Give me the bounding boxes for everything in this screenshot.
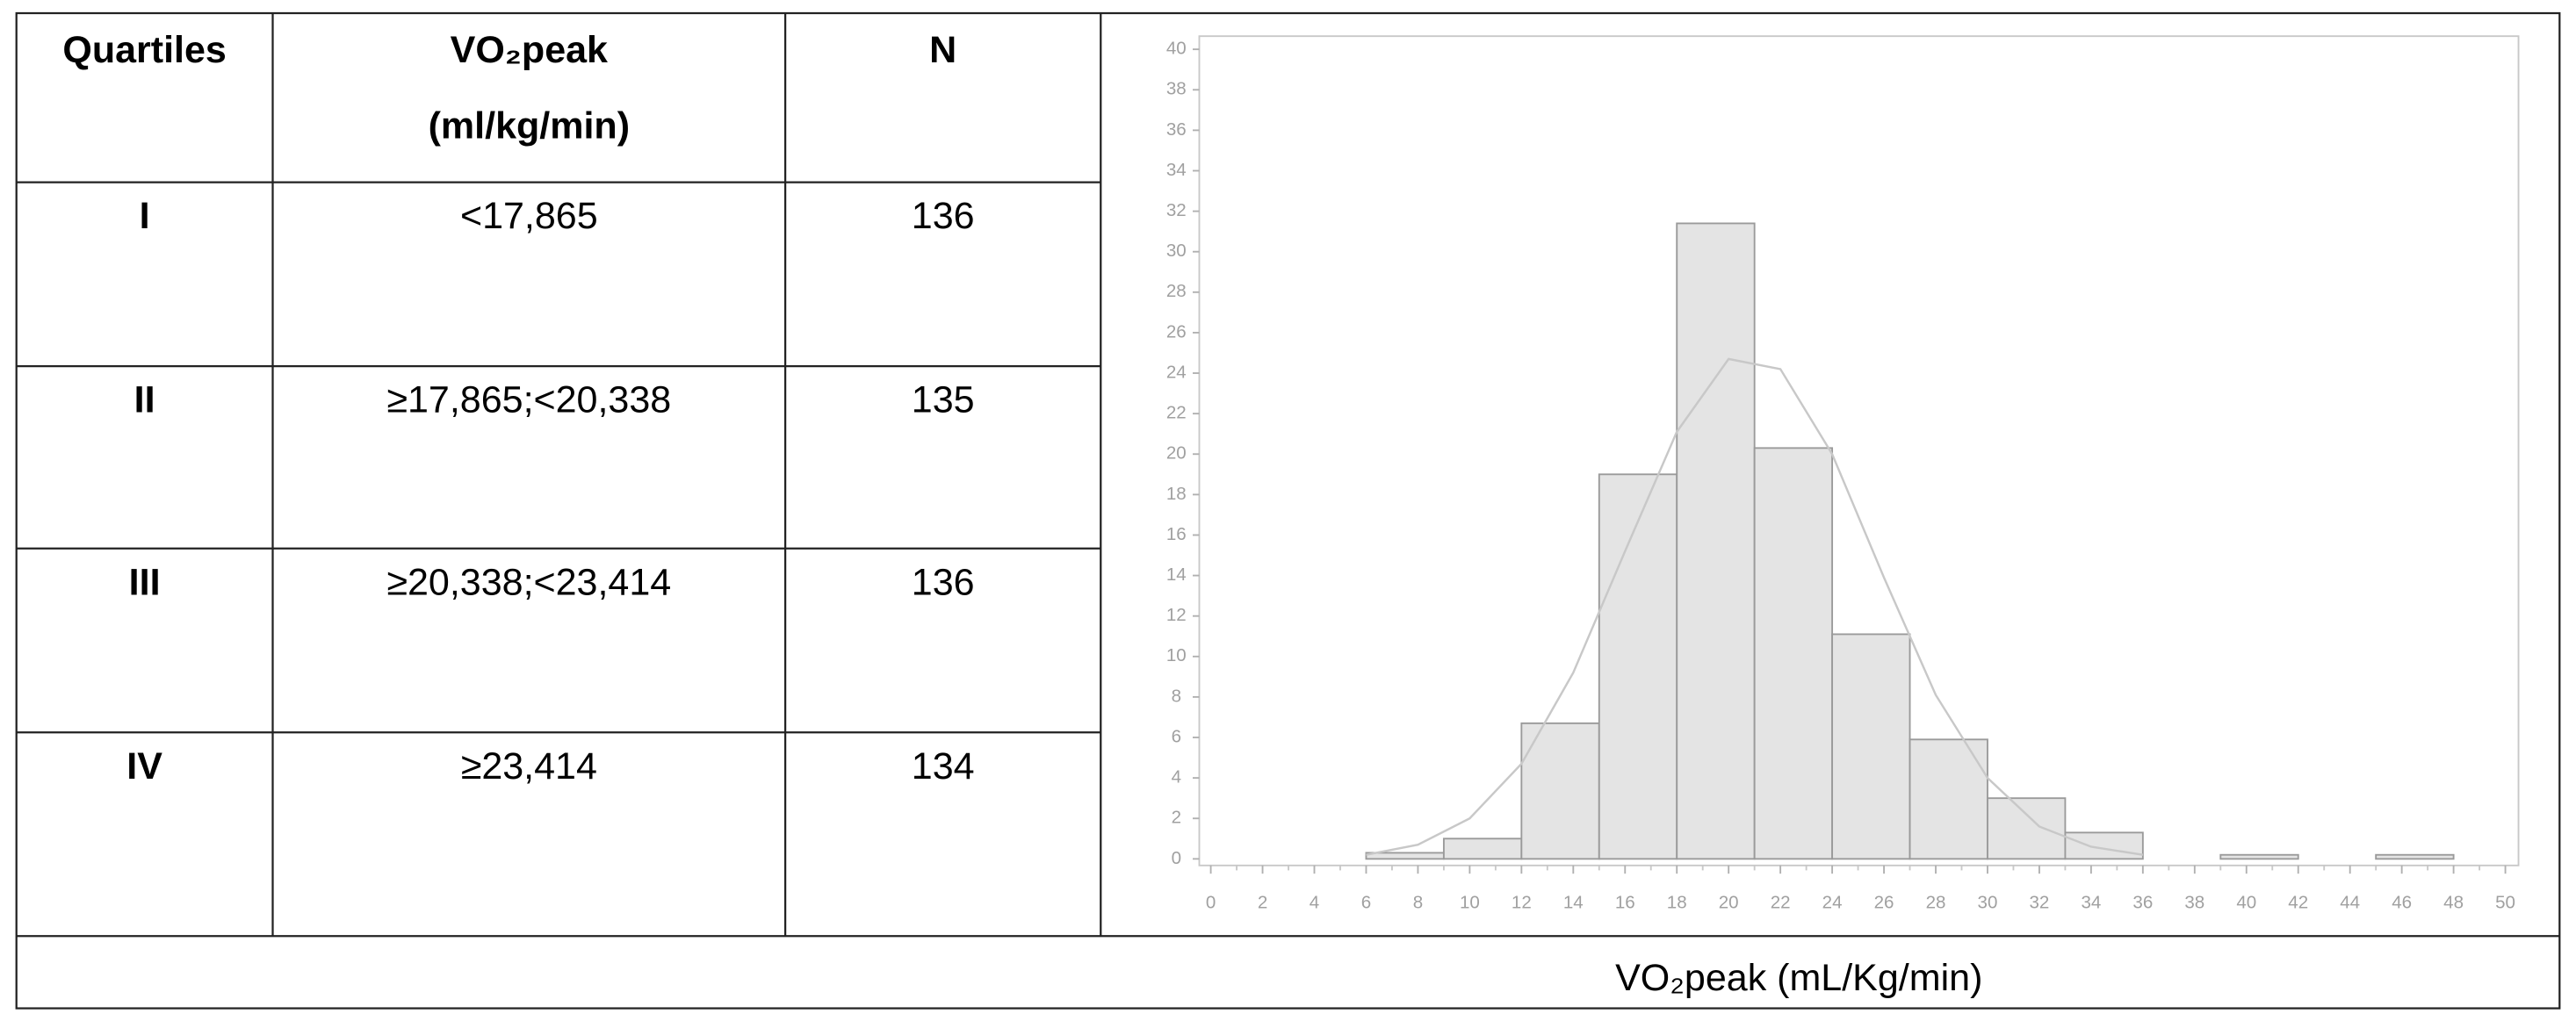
bar	[1987, 797, 2067, 860]
y-tick-label: 18	[1166, 484, 1187, 504]
y-tick-label: 36	[1166, 119, 1187, 140]
x-tick-label: 16	[1615, 892, 1635, 912]
x-tick-label: 44	[2340, 892, 2360, 912]
y-tick-label: 32	[1166, 200, 1187, 220]
table-cell: 134	[912, 745, 975, 787]
table-cell: ≥20,338;<23,414	[386, 561, 671, 603]
table-cell: 136	[912, 561, 975, 603]
x-tick-label: 24	[1822, 892, 1843, 912]
bar	[2375, 853, 2455, 860]
y-tick-label: 24	[1166, 362, 1187, 382]
y-tick-label: 20	[1166, 443, 1187, 464]
header-cell: Quartiles	[62, 29, 226, 71]
x-tick-label: 40	[2236, 892, 2256, 912]
x-tick-label: 32	[2029, 892, 2049, 912]
table-cell: III	[129, 561, 161, 603]
table-cell: ≥23,414	[461, 745, 597, 787]
bar	[1598, 473, 1678, 860]
table-cell: 135	[912, 379, 975, 421]
x-tick-label: 48	[2443, 892, 2464, 912]
x-tick-label: 28	[1926, 892, 1946, 912]
y-tick-label: 0	[1172, 848, 1181, 868]
x-tick-label: 36	[2132, 892, 2153, 912]
x-tick-label: 2	[1258, 892, 1267, 912]
x-tick-label: 14	[1563, 892, 1584, 912]
y-tick-label: 34	[1166, 160, 1187, 180]
y-tick-label: 4	[1172, 767, 1181, 787]
header-cell: (ml/kg/min)	[429, 104, 630, 147]
x-tick-label: 42	[2288, 892, 2308, 912]
table-cell: 136	[912, 195, 975, 237]
y-tick-label: 10	[1166, 645, 1187, 665]
bar	[1365, 852, 1445, 860]
table-cell: <17,865	[460, 195, 598, 237]
bar	[1831, 633, 1911, 860]
table-cell: II	[134, 379, 155, 421]
bar	[2219, 853, 2299, 860]
x-tick-label: 6	[1361, 892, 1371, 912]
y-tick-label: 12	[1166, 605, 1187, 625]
x-tick-label: 0	[1206, 892, 1216, 912]
x-tick-label: 10	[1460, 892, 1480, 912]
y-tick-label: 28	[1166, 281, 1187, 301]
x-tick-label: 20	[1719, 892, 1739, 912]
bar	[1676, 222, 1756, 860]
y-tick-label: 22	[1166, 403, 1187, 423]
y-tick-label: 16	[1166, 524, 1187, 544]
y-tick-label: 26	[1166, 321, 1187, 342]
y-tick-label: 30	[1166, 241, 1187, 261]
x-tick-label: 26	[1874, 892, 1894, 912]
header-cell: VO₂peak	[451, 29, 608, 71]
x-tick-label: 18	[1667, 892, 1687, 912]
bar	[1909, 738, 1988, 860]
bar	[1520, 722, 1600, 860]
x-tick-label: 8	[1413, 892, 1423, 912]
y-tick-label: 2	[1172, 808, 1181, 828]
table-border	[15, 11, 2561, 1010]
table-cell: I	[140, 195, 150, 237]
bar	[2064, 831, 2144, 860]
bar	[1442, 838, 1523, 860]
x-tick-label: 12	[1512, 892, 1532, 912]
x-tick-label: 46	[2392, 892, 2412, 912]
table-cell: IV	[126, 745, 162, 787]
header-cell: N	[929, 29, 956, 71]
x-tick-label: 38	[2184, 892, 2204, 912]
y-tick-label: 14	[1166, 564, 1187, 585]
y-tick-label: 38	[1166, 79, 1187, 99]
table-cell: ≥17,865;<20,338	[386, 379, 671, 421]
x-tick-label: 30	[1978, 892, 1998, 912]
y-tick-label: 6	[1172, 726, 1181, 746]
x-tick-label: 22	[1771, 892, 1791, 912]
bar	[1753, 447, 1834, 860]
x-tick-label: 50	[2495, 892, 2515, 912]
x-tick-label: 4	[1310, 892, 1319, 912]
y-tick-label: 40	[1166, 39, 1187, 59]
x-tick-label: 34	[2081, 892, 2101, 912]
y-tick-label: 8	[1172, 686, 1181, 706]
x-axis-label: VO₂peak (mL/Kg/min)	[1615, 957, 1982, 999]
density-curve	[1366, 357, 2144, 856]
